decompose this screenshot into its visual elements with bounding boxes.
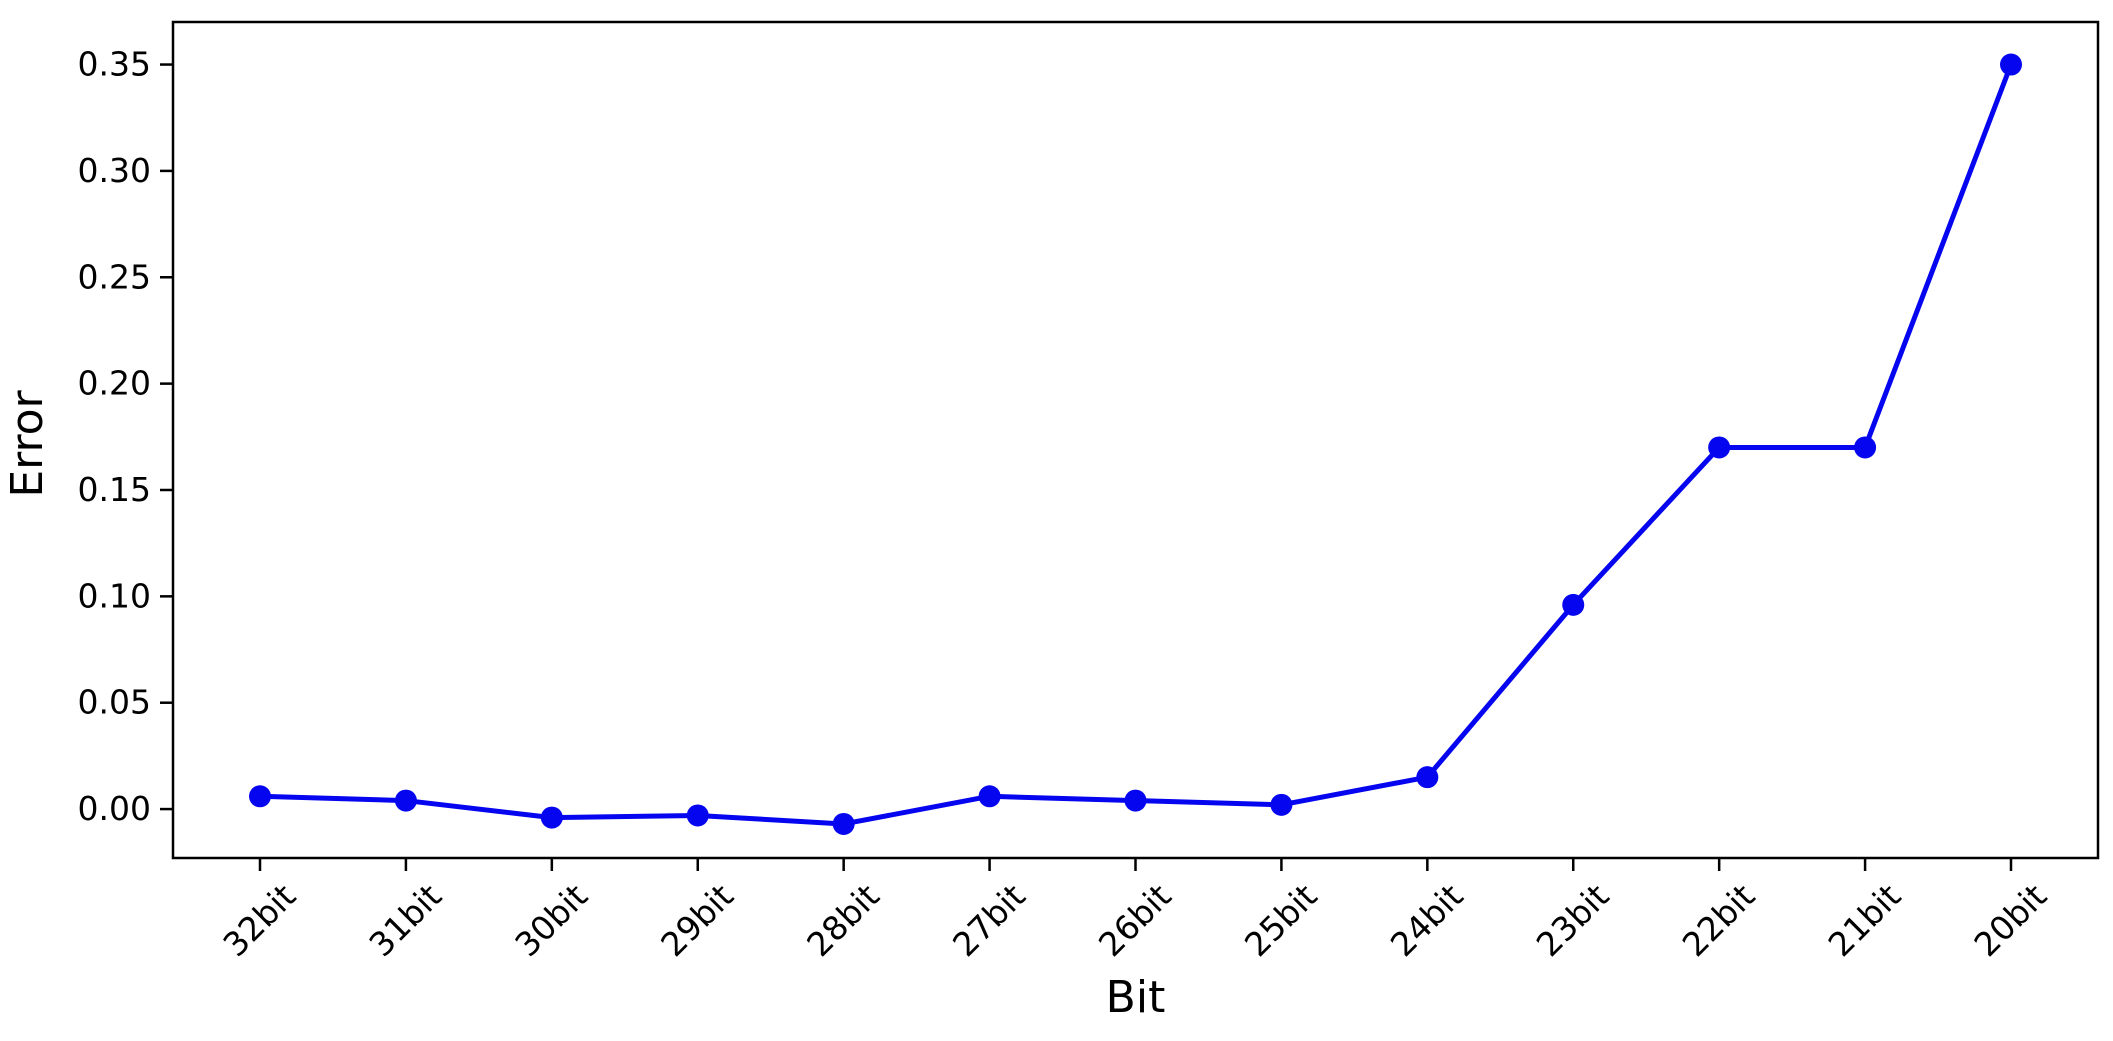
x-tick-label-24bit: 24bit bbox=[1383, 876, 1471, 964]
y-tick-label: 0.10 bbox=[78, 576, 151, 615]
x-tick-label-25bit: 25bit bbox=[1237, 876, 1325, 964]
data-point-26bit bbox=[1124, 789, 1147, 812]
x-tick-label-28bit: 28bit bbox=[799, 876, 887, 964]
x-tick-label-32bit: 32bit bbox=[215, 876, 303, 964]
y-tick-label: 0.00 bbox=[78, 789, 151, 828]
y-tick-label: 0.15 bbox=[78, 470, 151, 509]
data-point-27bit bbox=[978, 785, 1001, 808]
x-tick-label-22bit: 22bit bbox=[1675, 876, 1763, 964]
data-point-22bit bbox=[1708, 436, 1731, 459]
y-tick-label: 0.25 bbox=[78, 257, 151, 296]
x-tick-label-29bit: 29bit bbox=[653, 876, 741, 964]
data-point-28bit bbox=[832, 812, 855, 835]
plot-border bbox=[171, 20, 2100, 860]
series-line-error bbox=[257, 62, 2014, 827]
data-point-32bit bbox=[249, 785, 271, 808]
x-tick-label-30bit: 30bit bbox=[507, 876, 595, 964]
x-tick-label-21bit: 21bit bbox=[1821, 876, 1909, 964]
data-point-20bit bbox=[2000, 53, 2022, 76]
x-tick-label-31bit: 31bit bbox=[361, 876, 449, 964]
x-tick-label-20bit: 20bit bbox=[1966, 876, 2054, 964]
x-tick-label-27bit: 27bit bbox=[945, 876, 1033, 964]
data-point-29bit bbox=[686, 804, 709, 827]
y-tick-label: 0.05 bbox=[78, 683, 151, 722]
y-axis-label: Error bbox=[2, 389, 53, 497]
data-point-24bit bbox=[1416, 766, 1439, 789]
data-point-30bit bbox=[540, 806, 563, 829]
x-tick-label-23bit: 23bit bbox=[1529, 876, 1617, 964]
data-point-23bit bbox=[1562, 593, 1585, 616]
data-point-25bit bbox=[1270, 793, 1293, 816]
data-point-31bit bbox=[394, 789, 417, 812]
y-tick-label: 0.20 bbox=[78, 364, 151, 403]
data-point-21bit bbox=[1854, 436, 1877, 459]
y-tick-label: 0.35 bbox=[78, 45, 151, 84]
y-tick-label: 0.30 bbox=[78, 151, 151, 190]
x-axis-label: Bit bbox=[1106, 972, 1166, 1023]
x-tick-label-26bit: 26bit bbox=[1091, 876, 1179, 964]
